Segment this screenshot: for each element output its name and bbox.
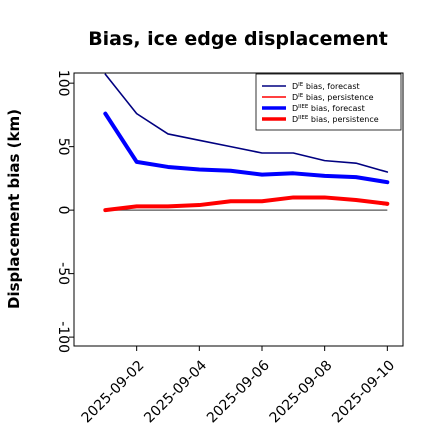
- legend-label: DIE bias, persistence: [292, 93, 374, 102]
- series-line-3: [103, 195, 390, 213]
- legend: DIE bias, forecast DIE bias, persistence D…: [255, 73, 402, 131]
- series-line-0: [104, 73, 389, 173]
- x-tick-label: 2025-09-10: [329, 358, 398, 427]
- y-tick-label: -50: [55, 262, 71, 285]
- x-tick-label: 2025-09-02: [79, 358, 148, 427]
- series-line-2: [103, 111, 390, 185]
- chart-title: Bias, ice edge displacement: [88, 28, 388, 50]
- y-tick-label: 100: [55, 70, 71, 97]
- x-tick-label: 2025-09-04: [141, 357, 210, 426]
- y-tick-label: -100: [55, 321, 71, 353]
- legend-entries: DIE bias, forecast DIE bias, persistence D…: [262, 82, 379, 124]
- series-layer: [103, 73, 390, 213]
- legend-label: DIIEE bias, forecast: [292, 104, 365, 113]
- x-axis: 2025-09-022025-09-042025-09-062025-09-08…: [79, 346, 398, 427]
- legend-label: DIIEE bias, persistence: [292, 115, 379, 124]
- y-axis: 100 50 0 -50 -100: [55, 70, 74, 353]
- legend-label: DIE bias, forecast: [292, 82, 360, 91]
- y-axis-label: Displacement bias (km): [5, 109, 23, 309]
- x-tick-label: 2025-09-06: [204, 357, 273, 426]
- y-tick-label: 0: [55, 206, 71, 215]
- plot-area: [73, 72, 404, 347]
- x-tick-label: 2025-09-08: [267, 358, 336, 427]
- y-tick-label: 50: [55, 138, 71, 156]
